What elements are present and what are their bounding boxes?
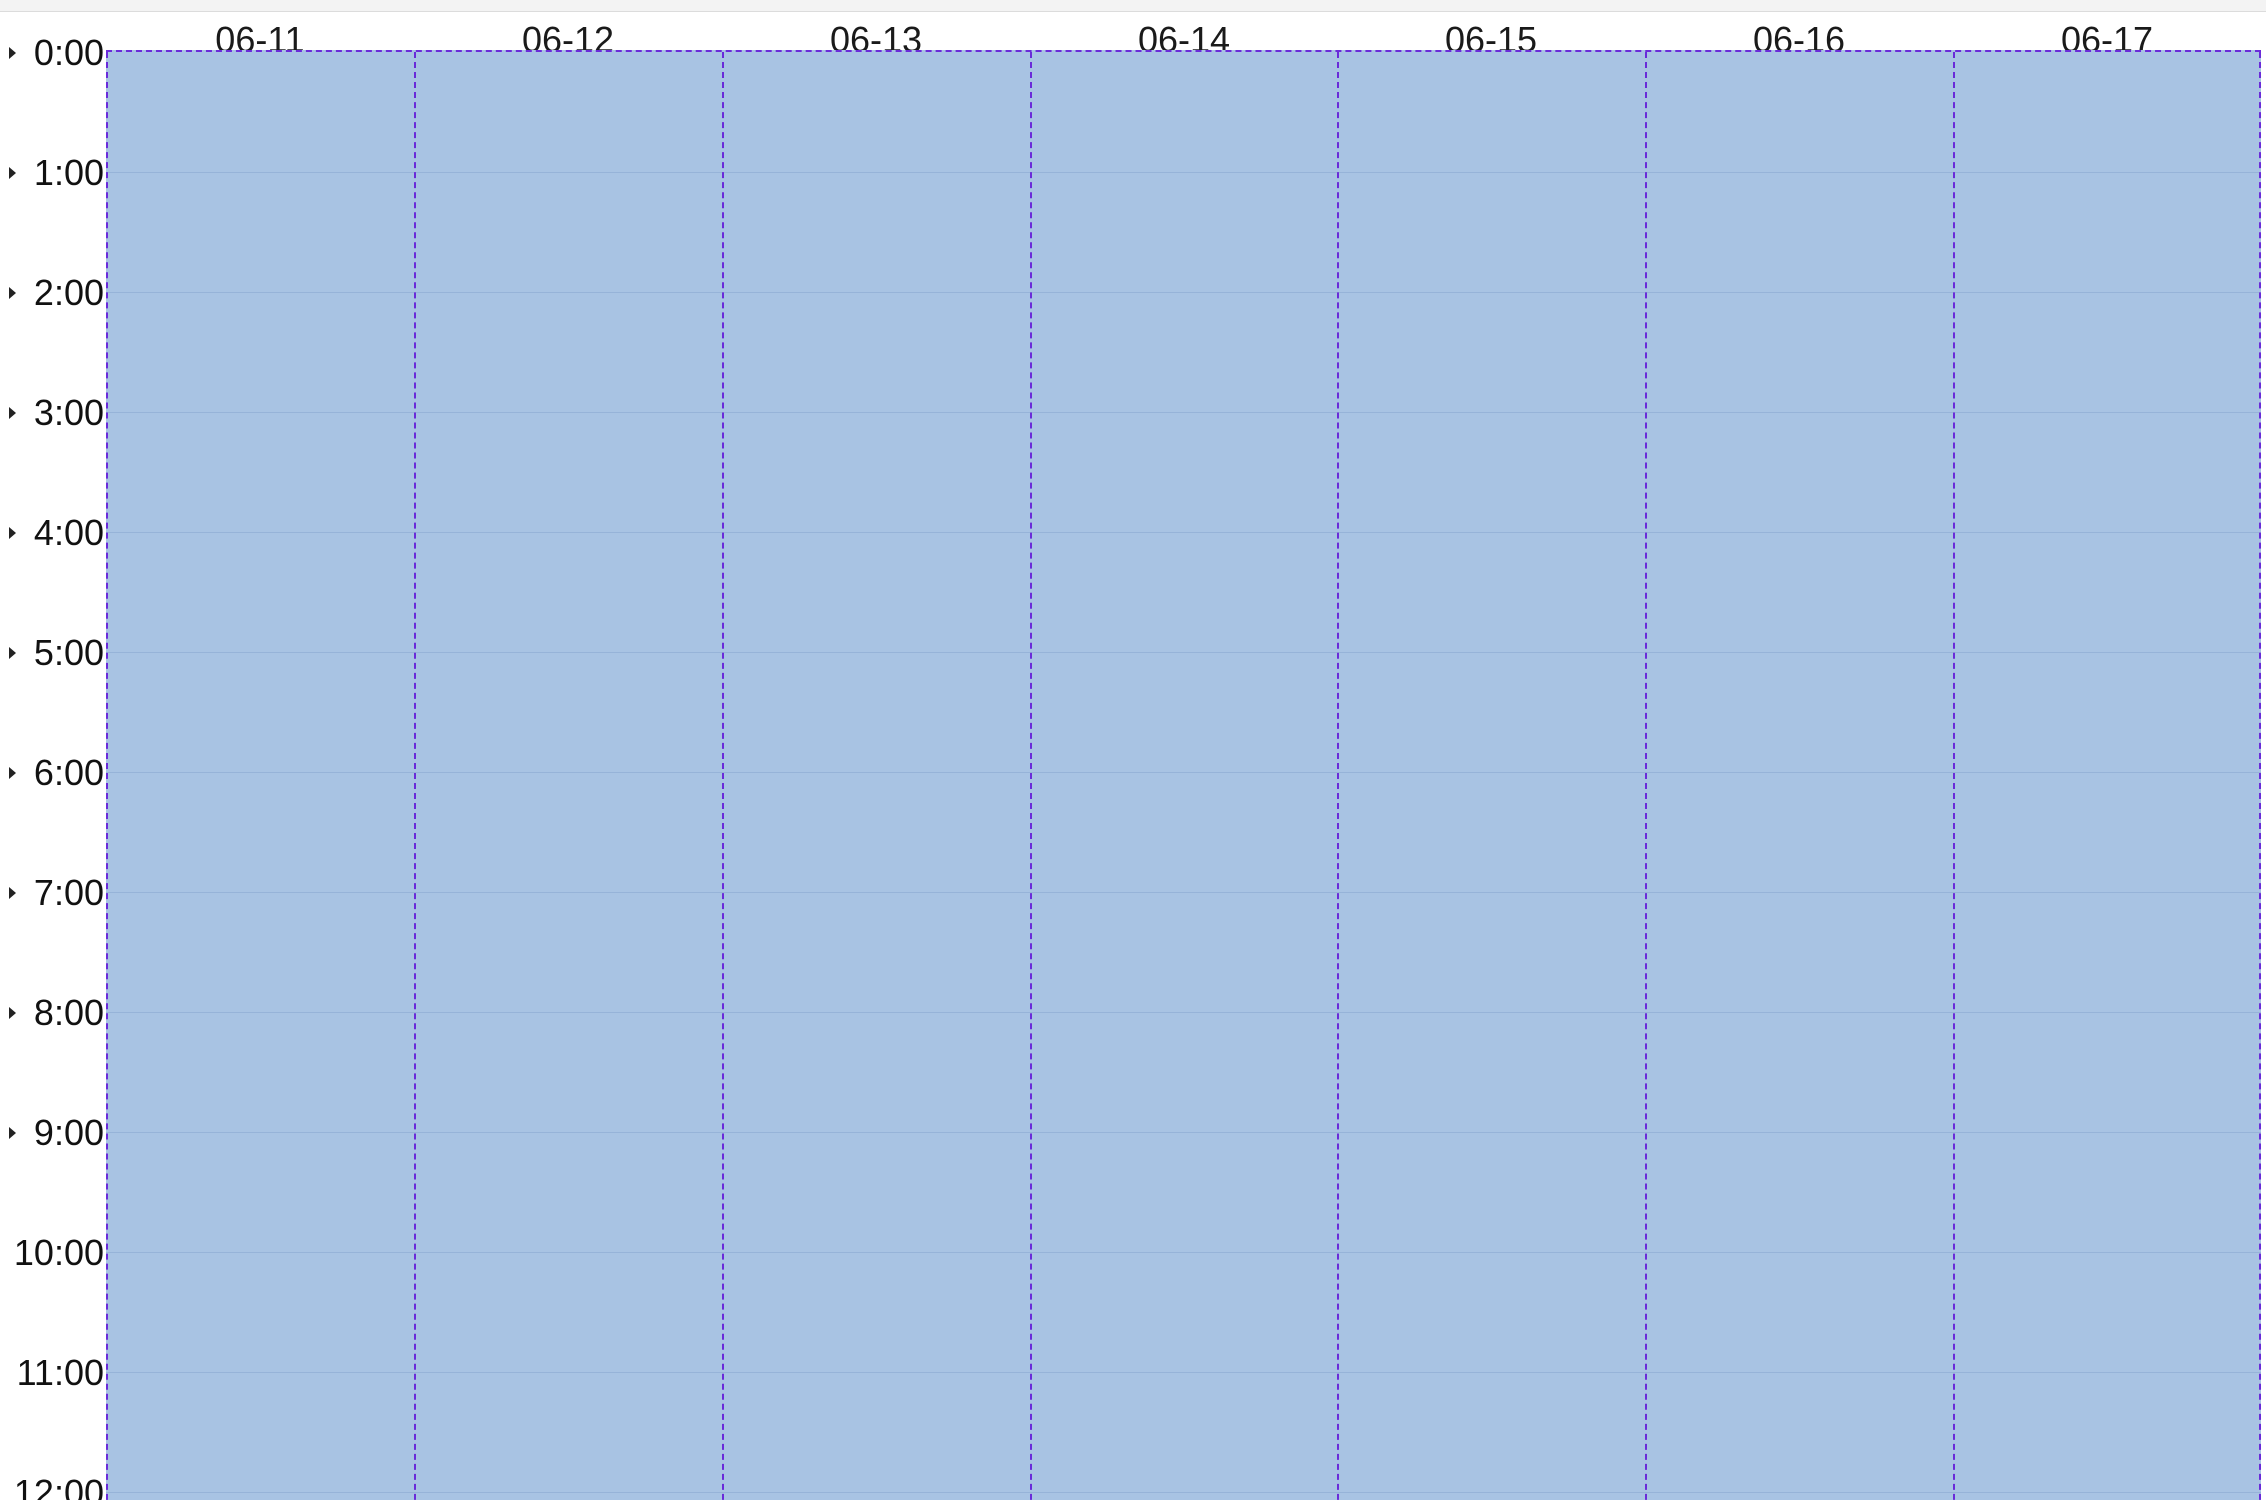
- caret-right-icon[interactable]: [9, 407, 16, 419]
- time-label: 9:00: [33, 1112, 104, 1153]
- time-row-0: 0:00: [0, 33, 106, 73]
- time-label: 7:00: [33, 872, 104, 913]
- day-column-06-12[interactable]: [414, 52, 722, 1500]
- time-row-3: 3:00: [0, 393, 106, 433]
- hour-gridline: [106, 532, 2261, 533]
- hour-gridline: [106, 412, 2261, 413]
- time-label: 5:00: [33, 632, 104, 673]
- time-axis: 0:00 1:00 2:00 3:00 4:00 5:00 6:00 7:00: [0, 0, 106, 1500]
- time-label: 12:00: [13, 1472, 104, 1500]
- caret-right-icon[interactable]: [9, 287, 16, 299]
- hour-gridline: [106, 1372, 2261, 1373]
- day-column-06-13[interactable]: [722, 52, 1030, 1500]
- time-row-6: 6:00: [0, 753, 106, 793]
- time-label: 10:00: [13, 1232, 104, 1273]
- time-label: 11:00: [16, 1352, 104, 1393]
- hour-gridline: [106, 292, 2261, 293]
- day-column-06-16[interactable]: [1645, 52, 1953, 1500]
- hour-gridline: [106, 1252, 2261, 1253]
- time-label: 4:00: [33, 512, 104, 553]
- time-row-9: 9:00: [0, 1113, 106, 1153]
- time-row-5: 5:00: [0, 633, 106, 673]
- time-row-1: 1:00: [0, 153, 106, 193]
- time-label: 3:00: [33, 392, 104, 433]
- caret-right-icon[interactable]: [9, 647, 16, 659]
- hour-gridline: [106, 1492, 2261, 1493]
- hour-gridline: [106, 652, 2261, 653]
- time-label: 1:00: [33, 152, 104, 193]
- hour-gridline: [106, 172, 2261, 173]
- time-row-12: 12:00: [0, 1473, 106, 1500]
- day-column-06-11[interactable]: [106, 52, 414, 1500]
- hour-gridline: [106, 1012, 2261, 1013]
- hour-gridline: [106, 1132, 2261, 1133]
- toolbar-strip: [0, 0, 2266, 12]
- caret-right-icon[interactable]: [9, 47, 16, 59]
- time-row-10: 10:00: [0, 1233, 106, 1273]
- day-column-06-15[interactable]: [1337, 52, 1645, 1500]
- time-label: 8:00: [33, 992, 104, 1033]
- time-row-11: 11:00: [0, 1353, 106, 1393]
- time-row-4: 4:00: [0, 513, 106, 553]
- caret-right-icon[interactable]: [9, 887, 16, 899]
- time-row-7: 7:00: [0, 873, 106, 913]
- caret-right-icon[interactable]: [9, 167, 16, 179]
- hour-gridline: [106, 772, 2261, 773]
- time-row-8: 8:00: [0, 993, 106, 1033]
- time-row-2: 2:00: [0, 273, 106, 313]
- caret-right-icon[interactable]: [9, 1127, 16, 1139]
- caret-right-icon[interactable]: [9, 767, 16, 779]
- hour-gridline: [106, 892, 2261, 893]
- day-header-row: 06-11 06-12 06-13 06-14 06-15 06-16 06-1…: [106, 11, 2261, 60]
- time-label: 0:00: [33, 32, 104, 73]
- caret-right-icon[interactable]: [9, 527, 16, 539]
- time-label: 6:00: [33, 752, 104, 793]
- caret-right-icon[interactable]: [9, 1007, 16, 1019]
- day-column-06-17[interactable]: [1953, 52, 2261, 1500]
- time-label: 2:00: [33, 272, 104, 313]
- day-column-06-14[interactable]: [1030, 52, 1338, 1500]
- time-slot-grid[interactable]: [106, 50, 2261, 1500]
